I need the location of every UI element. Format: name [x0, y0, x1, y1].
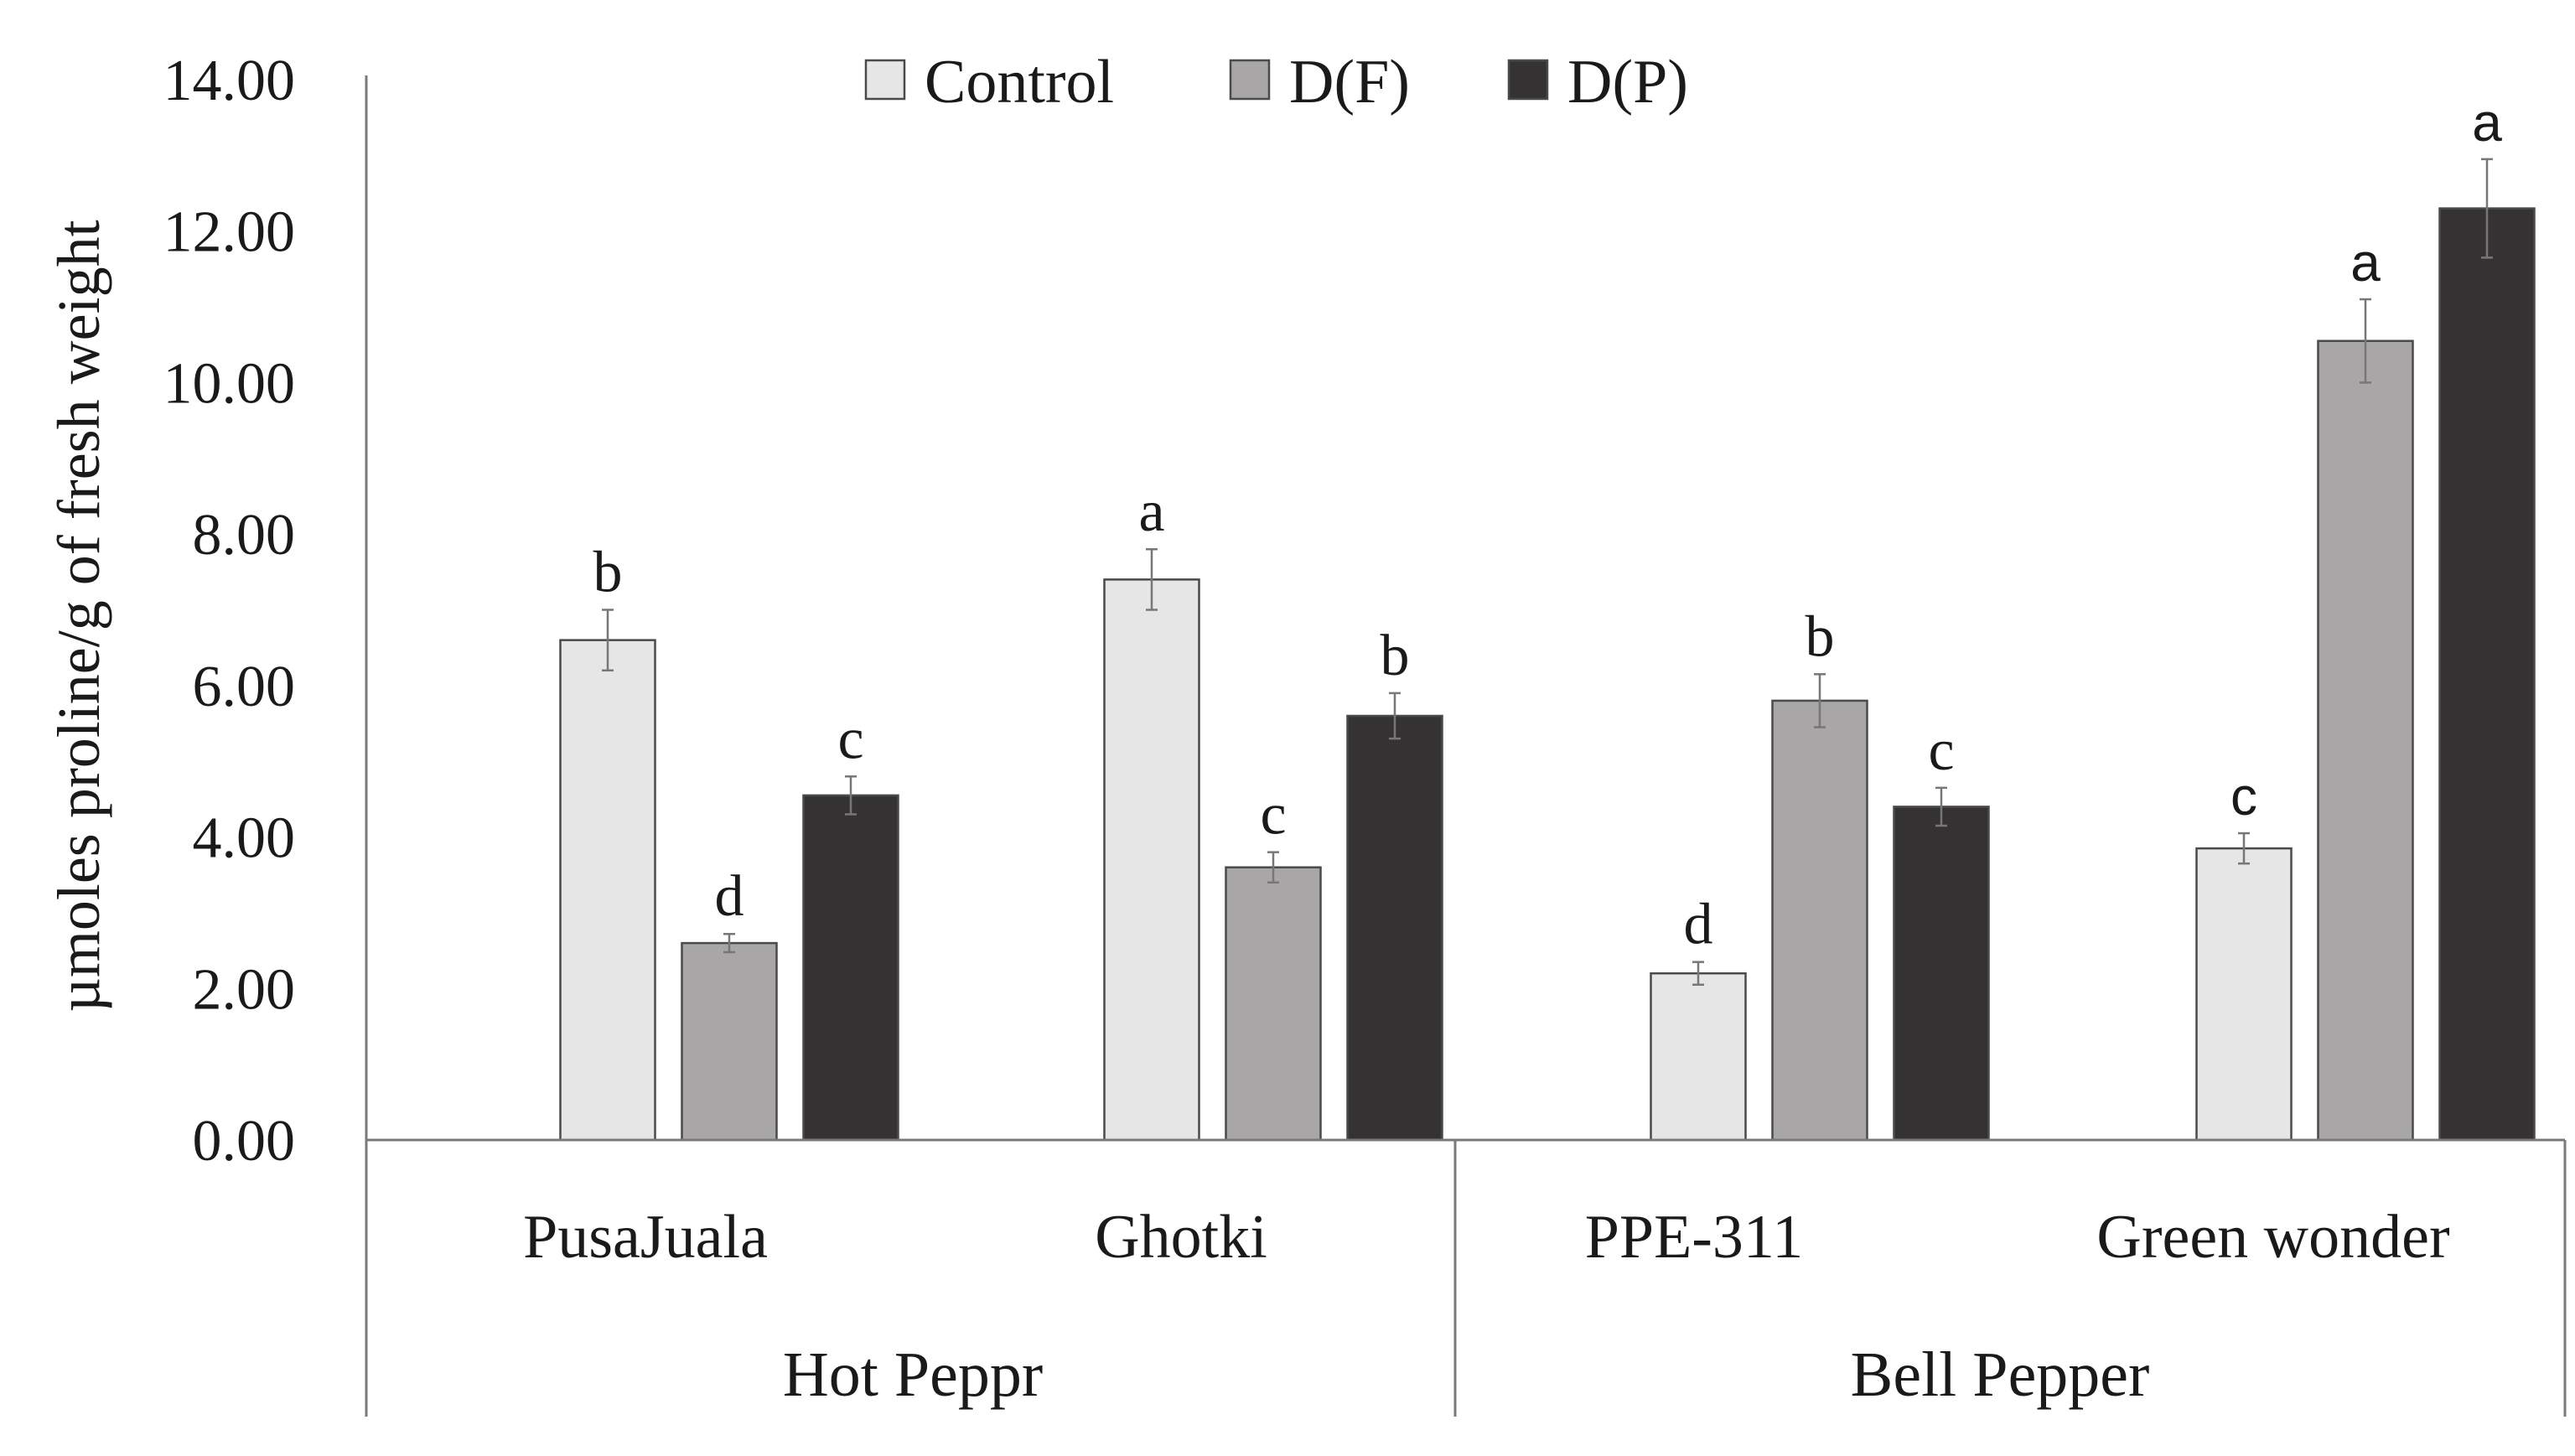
legend-swatch-dp [1507, 59, 1549, 101]
legend-label: Control [925, 48, 1114, 117]
legend-swatch-control [864, 59, 906, 101]
significance-letter: a [2472, 92, 2502, 153]
y-tick-label: 4.00 [193, 806, 296, 871]
y-tick-label: 14.00 [163, 49, 296, 113]
bar-control-2 [1650, 972, 1747, 1142]
legend: Control D(F) D(P) [864, 48, 1688, 117]
significance-letter: d [715, 864, 744, 929]
bar-df-1 [1225, 866, 1322, 1142]
significance-letter: b [593, 541, 623, 605]
y-tick-label: 6.00 [193, 655, 296, 719]
legend-swatch-df [1229, 59, 1271, 101]
group-label: Bell Pepper [1851, 1339, 2150, 1410]
bar-df-0 [681, 941, 778, 1142]
legend-label: D(P) [1567, 48, 1688, 117]
y-tick-label: 0.00 [193, 1109, 296, 1174]
category-label: PPE-311 [1585, 1203, 1803, 1272]
y-axis-label: µmoles proline/g of fresh weight [45, 220, 112, 1012]
significance-letter: a [1138, 479, 1164, 544]
category-label: Green wonder [2096, 1203, 2449, 1272]
category-label: PusaJuala [523, 1203, 768, 1272]
y-tick-label: 8.00 [193, 503, 296, 567]
bar-df-2 [1771, 699, 1868, 1142]
bar-df-3 [2317, 339, 2414, 1142]
y-tick-label: 10.00 [163, 351, 296, 416]
y-tick-label: 2.00 [193, 957, 296, 1022]
category-labels: PusaJuala Ghotki PPE-311 Green wonder Hot Pe… [523, 1203, 2450, 1410]
significance-letter: c [1260, 783, 1286, 847]
bar-control-0 [559, 639, 656, 1142]
bar-control-1 [1103, 578, 1200, 1142]
significance-letter: b [1381, 624, 1410, 688]
group-label: Hot Peppr [783, 1339, 1043, 1410]
legend-label: D(F) [1289, 48, 1410, 117]
y-tick-label: 12.00 [163, 200, 296, 265]
significance-letter: a [2350, 232, 2381, 293]
significance-letter: c [2230, 766, 2257, 826]
category-label: Ghotki [1095, 1203, 1267, 1272]
axes [365, 75, 2567, 1417]
significance-letter: b [1806, 604, 1835, 669]
bar-dp-0 [802, 794, 899, 1142]
y-axis-ticks: 0.00 2.00 4.00 6.00 8.00 10.00 12.00 14.00 [163, 49, 296, 1174]
bar-dp-1 [1346, 714, 1443, 1142]
bar-control-3 [2195, 847, 2293, 1142]
significance-letter: d [1684, 893, 1713, 957]
significance-letter: c [1928, 718, 1954, 783]
bars: b d c a c b d b c c a a [559, 92, 2536, 1142]
bar-dp-2 [1893, 806, 1990, 1142]
significance-letter: c [837, 707, 863, 771]
bar-dp-3 [2438, 207, 2536, 1142]
